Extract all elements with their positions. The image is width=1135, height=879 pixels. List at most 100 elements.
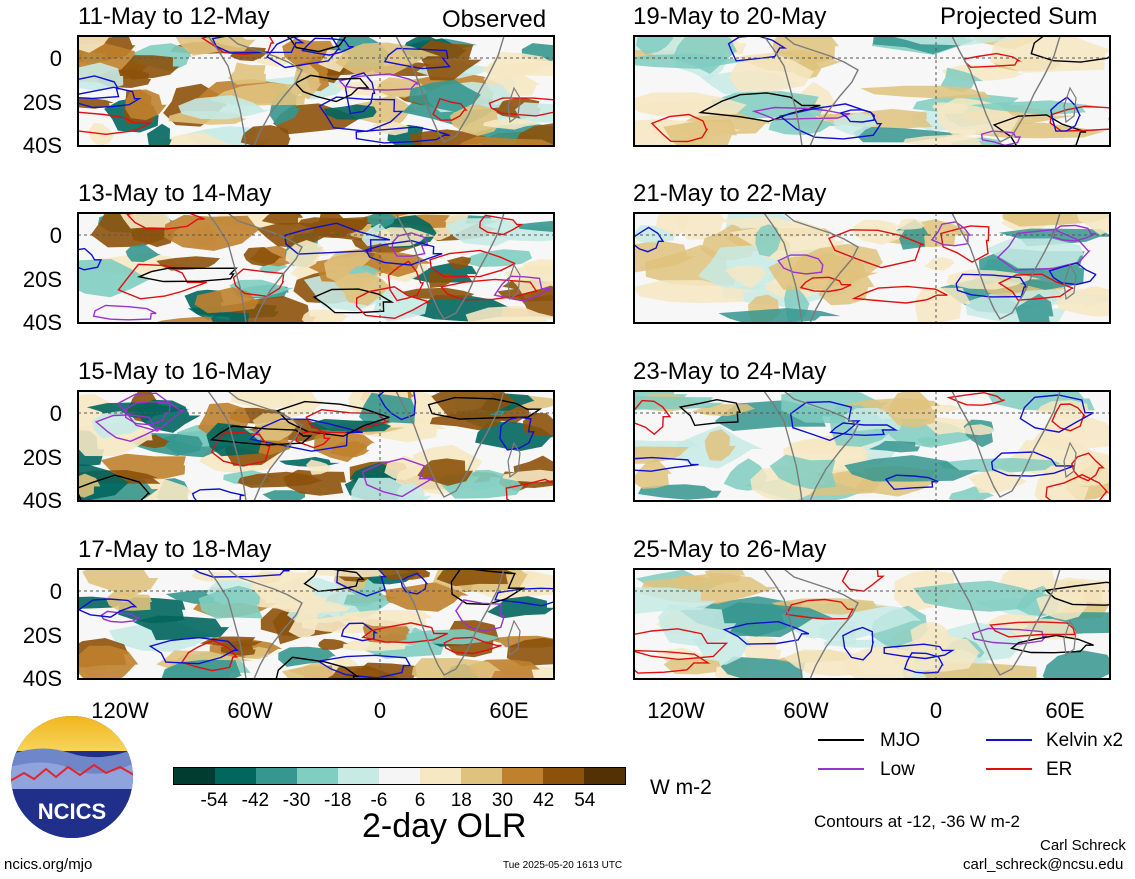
contour-line (946, 391, 1005, 406)
olr-anomaly-patch (240, 125, 291, 146)
contour-line (1019, 394, 1094, 433)
contour-line (78, 247, 103, 271)
legend-line-er (986, 768, 1032, 770)
olr-anomaly-patch (634, 92, 748, 117)
contour-line (883, 643, 956, 660)
olr-anomaly-patch (82, 569, 159, 598)
coastline-africa (395, 391, 505, 498)
olr-anomaly-patch (163, 214, 260, 251)
olr-anomaly-patch (281, 661, 350, 679)
contour-line (78, 598, 138, 618)
colorbar-tick-label: -42 (241, 790, 270, 811)
contour-line (455, 599, 506, 632)
olr-anomaly-patch (119, 213, 173, 229)
olr-anomaly-patch (860, 85, 991, 99)
olr-anomaly-patch (634, 53, 750, 69)
olr-anomaly-patch (352, 94, 418, 130)
contour-line (493, 275, 551, 302)
olr-anomaly-patch (161, 132, 234, 146)
olr-anomaly-patch (330, 441, 370, 458)
contour-line (777, 254, 824, 275)
y-tick-label: 40S (22, 133, 62, 158)
colorbar-tick-label: 42 (533, 790, 555, 811)
olr-anomaly-patch (634, 458, 672, 489)
contour-line (997, 273, 1074, 301)
olr-anomaly-patch (720, 656, 806, 679)
coastline-africa (951, 213, 1061, 320)
legend-label-er: ER (1046, 759, 1073, 780)
y-tick-label: 0 (49, 223, 62, 248)
colorbar-swatch (461, 768, 502, 784)
contour-line (432, 97, 468, 121)
contour-line (799, 276, 852, 293)
olr-anomaly-patch (482, 118, 541, 130)
olr-anomaly-patch (78, 645, 139, 679)
olr-anomaly-patch (634, 395, 725, 410)
colorbar-swatch (543, 768, 584, 784)
contour-line (78, 111, 152, 136)
contour-line (955, 273, 1028, 298)
coastline-madagascar (1063, 441, 1077, 479)
olr-anomaly-patch (725, 265, 767, 289)
olr-anomaly-patch (768, 111, 842, 135)
contour-line (124, 400, 171, 426)
olr-anomaly-patch (704, 429, 736, 461)
contour-line (200, 36, 275, 56)
olr-anomaly-patch (228, 62, 266, 85)
coastline-south-america (783, 36, 859, 146)
coastline-africa (951, 391, 1061, 498)
colorbar-units: W m-2 (650, 776, 712, 799)
coastline-south-america-west (207, 213, 247, 323)
contour-line (78, 474, 151, 501)
olr-anomaly-patch (261, 213, 304, 225)
olr-anomaly-patch (335, 42, 440, 76)
olr-anomaly-patch (833, 112, 878, 137)
coastline-africa (395, 569, 505, 676)
panel-title: 17-May to 18-May (78, 536, 272, 563)
colorbar-tick-label: 54 (574, 790, 596, 811)
olr-anomaly-patch (728, 52, 814, 92)
coastline-madagascar (1063, 263, 1077, 301)
olr-anomaly-patch (306, 459, 332, 475)
contour-line (722, 620, 810, 645)
olr-anomaly-patch (147, 123, 172, 146)
colorbar-title: 2-day OLR (362, 807, 527, 845)
olr-map (78, 569, 554, 679)
contour-line (361, 622, 448, 644)
olr-anomaly-patch (288, 607, 318, 638)
footer-url[interactable]: ncics.org/mjo (4, 856, 93, 873)
coastline-south-america (783, 391, 859, 501)
olr-anomaly-patch (783, 649, 875, 677)
olr-anomaly-patch (325, 665, 399, 679)
contour-line (126, 213, 205, 230)
olr-map (78, 213, 554, 323)
contour-line (312, 288, 395, 314)
colorbar-tick-label: -6 (370, 790, 388, 811)
olr-anomaly-patch (868, 440, 920, 453)
contour-line (1044, 581, 1110, 606)
y-tick-label: 0 (49, 46, 62, 71)
olr-map-panel (78, 569, 554, 679)
colorbar-tick-label: 18 (450, 790, 472, 811)
footer-email[interactable]: carl_schreck@ncsu.edu (963, 856, 1124, 873)
y-tick-label: 0 (49, 579, 62, 604)
olr-anomaly-patch (206, 422, 262, 457)
olr-anomaly-patch (178, 95, 272, 120)
olr-anomaly-patch (634, 446, 689, 464)
olr-map-panel (78, 36, 554, 146)
olr-anomaly-patch (78, 62, 124, 92)
contour-line (361, 457, 435, 498)
contour-line (365, 239, 443, 266)
contour-line (387, 260, 425, 302)
coastline-south-america (783, 569, 859, 679)
contour-line (996, 228, 1091, 271)
olr-anomaly-patch (894, 218, 925, 230)
coastline-madagascar (507, 263, 521, 301)
panel-title: 11-May to 12-May (78, 3, 270, 30)
contour-line (634, 628, 729, 661)
olr-map (634, 391, 1110, 501)
olr-anomaly-patch (1055, 288, 1110, 317)
olr-anomaly-patch (663, 119, 738, 146)
contour-line (440, 278, 538, 301)
olr-map (634, 569, 1110, 679)
